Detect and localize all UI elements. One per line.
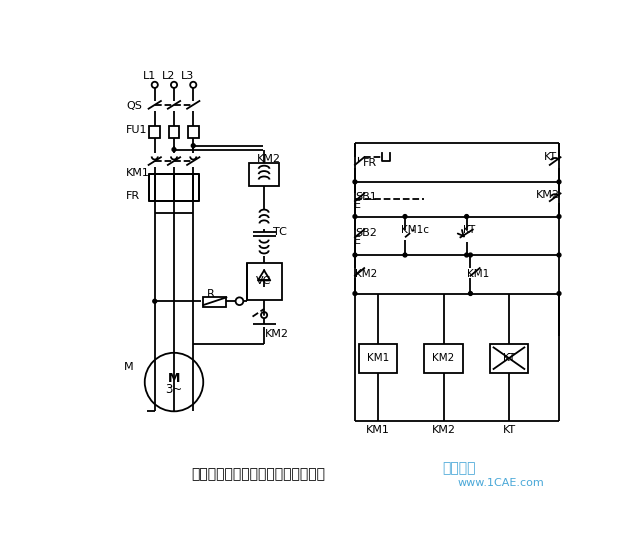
Text: 3~: 3~ xyxy=(165,383,182,397)
Circle shape xyxy=(468,253,472,257)
Circle shape xyxy=(557,215,561,218)
Text: KT: KT xyxy=(502,425,515,435)
Bar xyxy=(490,343,528,373)
Text: FR: FR xyxy=(363,158,377,168)
Circle shape xyxy=(353,291,357,295)
Text: KM2: KM2 xyxy=(265,330,289,340)
Text: QS: QS xyxy=(126,101,142,111)
Text: R: R xyxy=(207,289,215,299)
Circle shape xyxy=(353,180,357,184)
Text: L1: L1 xyxy=(143,71,156,81)
Bar xyxy=(359,343,397,373)
Circle shape xyxy=(190,82,196,88)
Circle shape xyxy=(557,291,561,295)
Text: L2: L2 xyxy=(162,71,175,81)
Text: KM2: KM2 xyxy=(257,154,281,164)
Circle shape xyxy=(191,144,195,148)
Text: www.1CAE.com: www.1CAE.com xyxy=(458,478,545,488)
Text: KT: KT xyxy=(503,353,515,363)
Circle shape xyxy=(172,148,176,152)
Text: KM1: KM1 xyxy=(366,425,390,435)
Bar xyxy=(204,298,227,306)
Circle shape xyxy=(465,215,468,218)
Bar xyxy=(247,263,282,300)
Circle shape xyxy=(403,215,407,218)
Bar xyxy=(188,126,198,138)
Circle shape xyxy=(261,312,267,318)
Circle shape xyxy=(145,353,204,411)
Text: KM2: KM2 xyxy=(536,190,560,200)
Text: FU1: FU1 xyxy=(126,126,148,135)
Text: SB2: SB2 xyxy=(355,228,377,238)
Bar xyxy=(174,174,200,201)
Circle shape xyxy=(153,299,157,303)
Circle shape xyxy=(557,253,561,257)
Text: VC: VC xyxy=(257,276,272,286)
Text: L3: L3 xyxy=(181,71,195,81)
Text: TC: TC xyxy=(273,227,287,237)
Text: E: E xyxy=(354,200,361,210)
Circle shape xyxy=(403,253,407,257)
Circle shape xyxy=(353,253,357,257)
Text: KM2: KM2 xyxy=(433,353,454,363)
Text: M: M xyxy=(124,362,134,372)
Text: KM1: KM1 xyxy=(467,269,489,279)
Text: KM2: KM2 xyxy=(431,425,456,435)
Text: M: M xyxy=(168,372,180,385)
Circle shape xyxy=(171,82,177,88)
Circle shape xyxy=(236,298,243,305)
Bar xyxy=(250,163,279,186)
Text: KM2: KM2 xyxy=(355,269,377,279)
Text: KM1c: KM1c xyxy=(401,226,429,236)
Text: 仿真在线: 仿真在线 xyxy=(442,461,476,475)
Text: KM1: KM1 xyxy=(126,168,150,178)
Text: KM1: KM1 xyxy=(367,353,389,363)
Bar xyxy=(168,126,179,138)
Circle shape xyxy=(353,215,357,218)
Bar xyxy=(149,126,160,138)
Text: SB1: SB1 xyxy=(355,192,377,202)
Circle shape xyxy=(465,253,468,257)
Text: FR: FR xyxy=(126,191,140,201)
Text: KT: KT xyxy=(463,226,475,236)
Bar xyxy=(424,343,463,373)
Circle shape xyxy=(152,82,158,88)
Text: E: E xyxy=(354,236,361,246)
Text: KT: KT xyxy=(543,152,557,162)
Bar xyxy=(148,174,174,201)
Circle shape xyxy=(468,291,472,295)
Circle shape xyxy=(557,180,561,184)
Text: 以时间原则控制的单向能耗制动线路: 以时间原则控制的单向能耗制动线路 xyxy=(192,467,326,482)
